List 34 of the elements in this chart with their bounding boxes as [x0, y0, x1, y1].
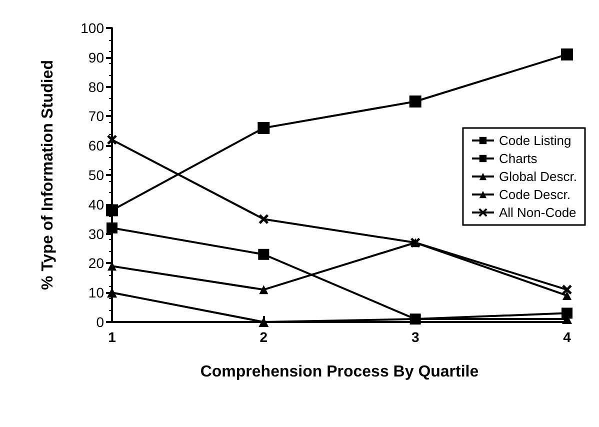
x-tick-label: 3 — [411, 329, 420, 345]
legend-label: Global Descr. — [498, 169, 578, 184]
point — [258, 248, 270, 260]
y-tick-label: 20 — [88, 255, 104, 272]
x-tick-label: 1 — [108, 329, 116, 345]
point — [258, 122, 270, 134]
y-tick-label: 80 — [88, 78, 104, 95]
point — [562, 308, 572, 319]
y-tick-label: 90 — [88, 49, 104, 66]
y-tick-label: 70 — [88, 108, 104, 124]
y-tick-label: 60 — [88, 138, 104, 154]
x-tick-label: 4 — [563, 329, 572, 345]
legend-label: All Non-Code — [498, 205, 576, 220]
y-tick-label: 100 — [80, 20, 104, 36]
point — [106, 204, 118, 216]
y-tick-label: 30 — [88, 226, 104, 242]
point — [259, 285, 268, 294]
point — [258, 317, 269, 327]
point — [561, 48, 573, 60]
y-tick-label: 0 — [96, 314, 104, 330]
point — [106, 134, 118, 145]
legend-label: Code Descr. — [498, 187, 571, 202]
y-tick-label: 40 — [88, 196, 104, 212]
y-axis-title: % Type of Information Studied — [40, 60, 56, 290]
legend-label: Code Listing — [498, 133, 572, 148]
x-axis-title: Comprehension Process By Quartile — [200, 364, 479, 380]
y-tick-label: 50 — [88, 167, 104, 183]
point — [258, 214, 269, 224]
point — [106, 222, 118, 234]
legend-label: Charts — [498, 151, 538, 166]
y-tick-label: 10 — [88, 284, 104, 301]
point — [409, 96, 422, 108]
point — [562, 291, 572, 300]
x-tick-label: 2 — [260, 329, 268, 345]
